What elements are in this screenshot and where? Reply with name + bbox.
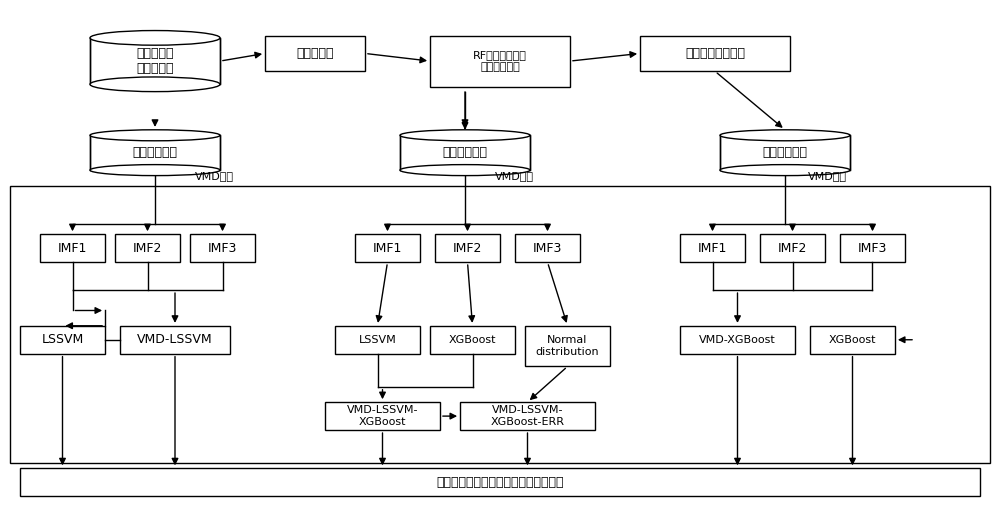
Text: IMF1: IMF1 <box>373 242 402 254</box>
FancyBboxPatch shape <box>400 135 530 170</box>
FancyBboxPatch shape <box>90 38 220 84</box>
FancyBboxPatch shape <box>680 326 795 354</box>
FancyBboxPatch shape <box>120 326 230 354</box>
Text: IMF3: IMF3 <box>208 242 237 254</box>
Text: 原始负荷数据: 原始负荷数据 <box>762 146 807 159</box>
Text: IMF2: IMF2 <box>133 242 162 254</box>
Text: IMF2: IMF2 <box>778 242 807 254</box>
Text: VMD分解: VMD分解 <box>195 171 234 181</box>
Text: LSSVM: LSSVM <box>41 333 84 346</box>
FancyBboxPatch shape <box>810 326 895 354</box>
Text: IMF2: IMF2 <box>453 242 482 254</box>
FancyBboxPatch shape <box>190 234 255 262</box>
Text: VMD-LSSVM: VMD-LSSVM <box>137 333 213 346</box>
Text: LSSVM: LSSVM <box>359 335 396 345</box>
Text: IMF1: IMF1 <box>698 242 727 254</box>
FancyBboxPatch shape <box>40 234 105 262</box>
Text: VMD分解: VMD分解 <box>495 171 534 181</box>
FancyBboxPatch shape <box>760 234 825 262</box>
FancyBboxPatch shape <box>90 135 220 170</box>
Ellipse shape <box>720 130 850 141</box>
FancyBboxPatch shape <box>335 326 420 354</box>
Text: 原始负荷数据: 原始负荷数据 <box>442 146 488 159</box>
FancyBboxPatch shape <box>435 234 500 262</box>
FancyBboxPatch shape <box>460 402 595 430</box>
Ellipse shape <box>90 164 220 176</box>
Text: IMF3: IMF3 <box>858 242 887 254</box>
FancyBboxPatch shape <box>680 234 745 262</box>
Text: Normal
distribution: Normal distribution <box>536 335 599 357</box>
FancyBboxPatch shape <box>325 402 440 430</box>
Ellipse shape <box>720 164 850 176</box>
Text: VMD分解: VMD分解 <box>808 171 847 181</box>
Text: VMD-LSSVM-
XGBoost-ERR: VMD-LSSVM- XGBoost-ERR <box>491 405 565 427</box>
Ellipse shape <box>400 130 530 141</box>
Ellipse shape <box>90 77 220 92</box>
Text: XGBoost: XGBoost <box>829 335 876 345</box>
Text: 确定模型输入变量: 确定模型输入变量 <box>685 47 745 60</box>
Text: IMF3: IMF3 <box>533 242 562 254</box>
Text: 数据归一化: 数据归一化 <box>296 47 334 60</box>
FancyBboxPatch shape <box>525 326 610 366</box>
FancyBboxPatch shape <box>355 234 420 262</box>
FancyBboxPatch shape <box>430 326 515 354</box>
Text: 原始负荷影
响因素数据: 原始负荷影 响因素数据 <box>136 47 174 75</box>
FancyBboxPatch shape <box>265 36 365 71</box>
Text: VMD-XGBoost: VMD-XGBoost <box>699 335 776 345</box>
Ellipse shape <box>400 164 530 176</box>
Text: 原始负荷数据: 原始负荷数据 <box>132 146 178 159</box>
FancyBboxPatch shape <box>430 36 570 87</box>
FancyBboxPatch shape <box>115 234 180 262</box>
Text: 对比各模型预测结果并验证模型有效性: 对比各模型预测结果并验证模型有效性 <box>436 476 564 489</box>
Text: VMD-LSSVM-
XGBoost: VMD-LSSVM- XGBoost <box>347 405 418 427</box>
Text: RF计算特种重要
度并特征选择: RF计算特种重要 度并特征选择 <box>473 50 527 72</box>
FancyBboxPatch shape <box>515 234 580 262</box>
Ellipse shape <box>90 31 220 45</box>
FancyBboxPatch shape <box>20 326 105 354</box>
Text: XGBoost: XGBoost <box>449 335 496 345</box>
FancyBboxPatch shape <box>840 234 905 262</box>
FancyBboxPatch shape <box>720 135 850 170</box>
FancyBboxPatch shape <box>640 36 790 71</box>
Ellipse shape <box>90 130 220 141</box>
Text: IMF1: IMF1 <box>58 242 87 254</box>
FancyBboxPatch shape <box>20 468 980 496</box>
